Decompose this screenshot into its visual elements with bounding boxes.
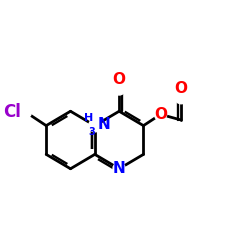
Circle shape <box>113 82 125 95</box>
Text: O: O <box>113 72 126 88</box>
Text: 3: 3 <box>88 127 95 137</box>
Circle shape <box>113 162 125 175</box>
Circle shape <box>89 120 101 132</box>
Text: Cl: Cl <box>3 103 21 121</box>
Text: N: N <box>98 117 110 132</box>
Text: N: N <box>113 161 126 176</box>
Circle shape <box>19 106 32 118</box>
Circle shape <box>154 108 167 121</box>
Text: O: O <box>154 107 167 122</box>
Circle shape <box>175 91 187 104</box>
Text: O: O <box>174 81 188 96</box>
Text: H: H <box>84 112 93 123</box>
